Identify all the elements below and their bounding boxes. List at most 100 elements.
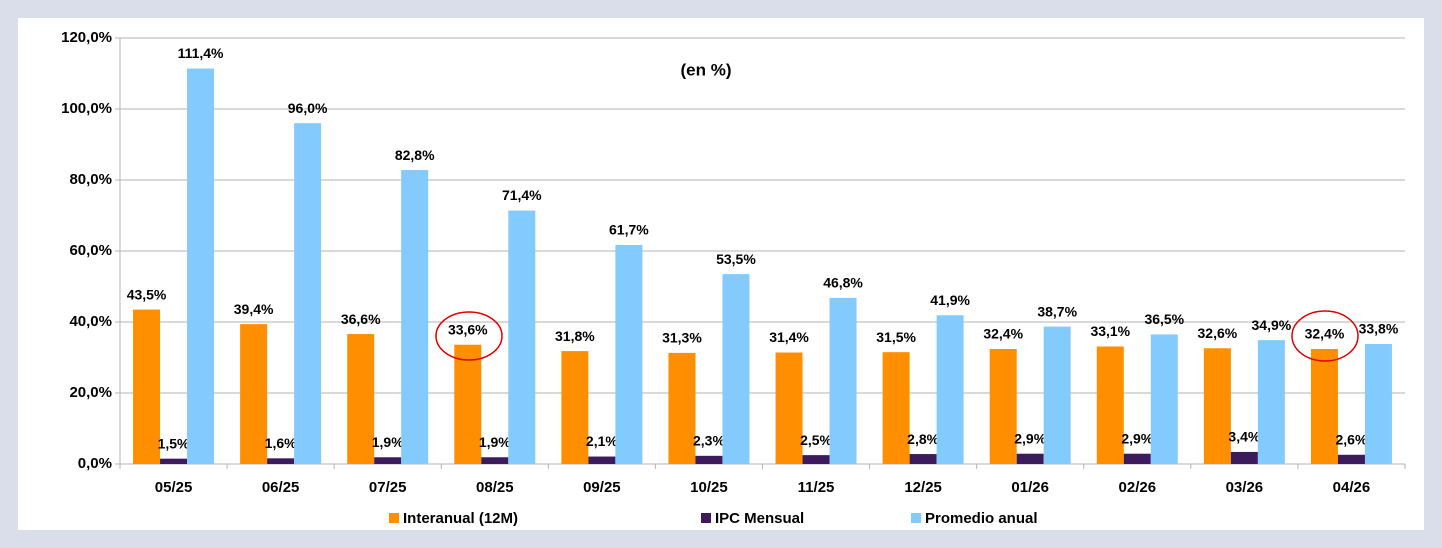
data-label: 61,7% xyxy=(609,222,649,238)
data-label: 1,9% xyxy=(372,434,404,450)
data-label: 3,4% xyxy=(1228,429,1260,445)
data-label: 33,6% xyxy=(448,321,488,337)
legend-label: Promedio anual xyxy=(925,510,1038,527)
data-label: 2,6% xyxy=(1335,431,1367,447)
bar xyxy=(240,324,268,464)
data-label: 32,6% xyxy=(1198,325,1238,341)
x-tick-label: 05/25 xyxy=(155,479,193,496)
bar xyxy=(481,457,509,464)
x-tick-label: 09/25 xyxy=(583,479,621,496)
data-label: 41,9% xyxy=(930,292,970,308)
data-label: 71,4% xyxy=(502,187,542,203)
data-label: 31,8% xyxy=(555,328,595,344)
bar xyxy=(1257,340,1285,464)
bar xyxy=(1016,453,1044,464)
bar xyxy=(374,457,402,464)
data-label: 1,5% xyxy=(158,435,190,451)
bar xyxy=(615,244,643,464)
data-label: 33,8% xyxy=(1359,321,1399,337)
chart-subtitle: (en %) xyxy=(681,60,732,79)
data-label: 46,8% xyxy=(823,275,863,291)
bar xyxy=(1096,346,1124,464)
legend-swatch xyxy=(701,513,711,523)
data-label: 1,6% xyxy=(265,435,297,451)
data-label: 39,4% xyxy=(234,301,274,317)
x-tick-label: 11/25 xyxy=(798,479,835,496)
bar xyxy=(722,274,750,464)
bar xyxy=(1043,326,1071,464)
bar xyxy=(508,210,536,464)
x-tick-label: 02/26 xyxy=(1119,479,1157,496)
data-label: 36,5% xyxy=(1144,311,1184,327)
bar xyxy=(1150,334,1178,464)
bar xyxy=(267,458,295,464)
y-tick-label: 40,0% xyxy=(69,313,112,330)
bar xyxy=(802,455,830,464)
bar xyxy=(695,455,723,464)
x-tick-label: 07/25 xyxy=(369,479,407,496)
bar xyxy=(401,170,429,464)
bar xyxy=(588,456,616,464)
x-tick-label: 12/25 xyxy=(904,479,942,496)
bar xyxy=(347,334,375,464)
bar xyxy=(829,297,857,464)
bar xyxy=(1364,344,1392,464)
data-label: 2,1% xyxy=(586,433,618,449)
bar xyxy=(561,351,589,464)
x-tick-label: 06/25 xyxy=(262,479,300,496)
bar xyxy=(294,123,322,464)
data-label: 2,9% xyxy=(1014,430,1046,446)
y-tick-label: 80,0% xyxy=(69,171,112,188)
bar xyxy=(668,352,696,464)
x-tick-label: 01/26 xyxy=(1011,479,1049,496)
data-label: 31,5% xyxy=(876,329,916,345)
y-tick-label: 100,0% xyxy=(61,100,112,117)
legend-swatch xyxy=(911,513,921,523)
data-label: 96,0% xyxy=(288,100,328,116)
data-label: 82,8% xyxy=(395,147,435,163)
data-label: 43,5% xyxy=(127,286,167,302)
bar xyxy=(989,348,1017,464)
highlight-circle xyxy=(435,311,503,361)
bar xyxy=(1230,451,1258,464)
highlight-circle xyxy=(1291,310,1359,362)
y-tick-label: 60,0% xyxy=(69,242,112,259)
legend-swatch xyxy=(389,513,399,523)
data-label: 53,5% xyxy=(716,251,756,267)
data-label: 2,3% xyxy=(693,433,725,449)
y-tick-label: 20,0% xyxy=(69,384,112,401)
x-tick-label: 10/25 xyxy=(690,479,728,496)
data-label: 1,9% xyxy=(479,434,511,450)
bar xyxy=(909,454,937,464)
bar xyxy=(160,458,188,464)
data-label: 36,6% xyxy=(341,311,381,327)
bar xyxy=(1123,453,1151,464)
data-label: 32,4% xyxy=(1305,326,1345,342)
bar xyxy=(1337,454,1365,464)
data-label: 34,9% xyxy=(1252,317,1292,333)
data-label: 33,1% xyxy=(1090,323,1130,339)
bar xyxy=(936,315,964,464)
data-label: 31,3% xyxy=(662,330,702,346)
bar xyxy=(133,309,161,464)
data-label: 38,7% xyxy=(1037,303,1077,319)
data-label: 32,4% xyxy=(983,326,1023,342)
data-label: 31,4% xyxy=(769,329,809,345)
data-label: 2,9% xyxy=(1121,430,1153,446)
data-label: 2,5% xyxy=(800,432,832,448)
bar xyxy=(187,68,215,464)
data-label: 111,4% xyxy=(178,45,224,61)
x-tick-label: 08/25 xyxy=(476,479,514,496)
bar xyxy=(454,344,482,464)
bar xyxy=(882,352,910,464)
bar xyxy=(1203,348,1231,464)
y-tick-label: 120,0% xyxy=(61,29,112,46)
y-tick-label: 0,0% xyxy=(78,455,112,472)
bar xyxy=(775,352,803,464)
legend-label: IPC Mensual xyxy=(715,510,804,527)
x-tick-label: 04/26 xyxy=(1333,479,1371,496)
x-tick-label: 03/26 xyxy=(1226,479,1264,496)
legend-label: Interanual (12M) xyxy=(403,510,518,527)
